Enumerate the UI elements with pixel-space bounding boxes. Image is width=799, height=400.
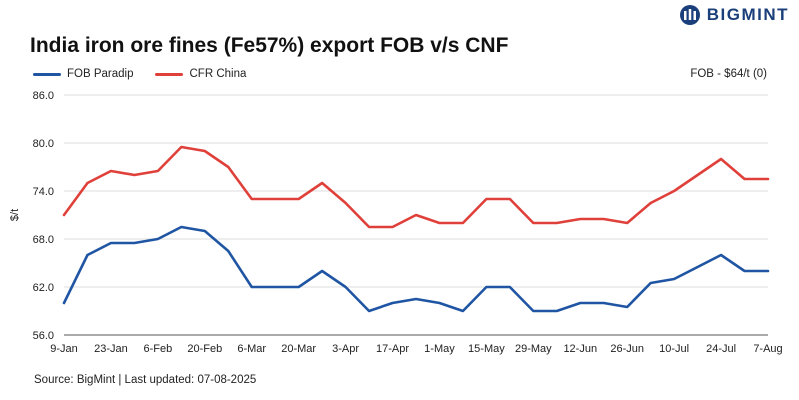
price-note: FOB - $64/t (0) [690, 68, 767, 80]
legend-item-fob: FOB Paradip [33, 68, 133, 80]
chart-legend: FOB Paradip CFR China [33, 68, 268, 80]
legend-swatch-fob [33, 72, 61, 76]
y-tick-label: 68.0 [33, 234, 54, 246]
x-tick-label: 6-Feb [143, 343, 172, 355]
x-tick-label: 1-May [424, 343, 455, 355]
x-tick-label: 26-Jun [610, 343, 644, 355]
y-tick-label: 86.0 [33, 90, 54, 102]
brand-name: BIGMINT [706, 5, 789, 24]
x-tick-label: 9-Jan [50, 343, 78, 355]
legend-swatch-cfr [155, 72, 184, 76]
x-tick-label: 29-May [515, 343, 552, 355]
series-line-fob-paradip [62, 225, 770, 313]
y-tick-label: 56.0 [33, 330, 54, 342]
y-tick-label: 80.0 [33, 138, 54, 150]
legend-item-cfr: CFR China [155, 68, 246, 80]
legend-label-fob: FOB Paradip [67, 68, 134, 80]
x-tick-label: 6-Mar [237, 343, 266, 355]
source-note: Source: BigMint | Last updated: 07-08-20… [34, 374, 257, 386]
x-tick-label: 12-Jun [563, 343, 597, 355]
x-tick-label: 23-Jan [94, 343, 128, 355]
x-tick-label: 20-Feb [187, 343, 222, 355]
legend-label-cfr: CFR China [189, 68, 247, 80]
x-tick-label: 10-Jul [659, 343, 689, 355]
bigmint-logo-icon [679, 5, 700, 25]
x-tick-label: 20-Mar [281, 343, 316, 355]
chart-title: India iron ore fines (Fe57%) export FOB … [30, 34, 509, 57]
x-tick-label: 17-Apr [376, 343, 409, 355]
x-tick-label: 24-Jul [706, 343, 736, 355]
y-axis-label: $/t [9, 209, 21, 221]
y-tick-label: 74.0 [33, 186, 54, 198]
x-tick-label: 15-May [468, 343, 505, 355]
brand-logo: BIGMINT [679, 4, 789, 26]
x-tick-label: 7-Aug [753, 343, 782, 355]
x-tick-label: 3-Apr [332, 343, 359, 355]
y-tick-label: 62.0 [33, 282, 54, 294]
